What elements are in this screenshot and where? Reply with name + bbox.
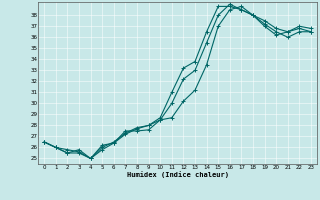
X-axis label: Humidex (Indice chaleur): Humidex (Indice chaleur) bbox=[127, 171, 228, 178]
